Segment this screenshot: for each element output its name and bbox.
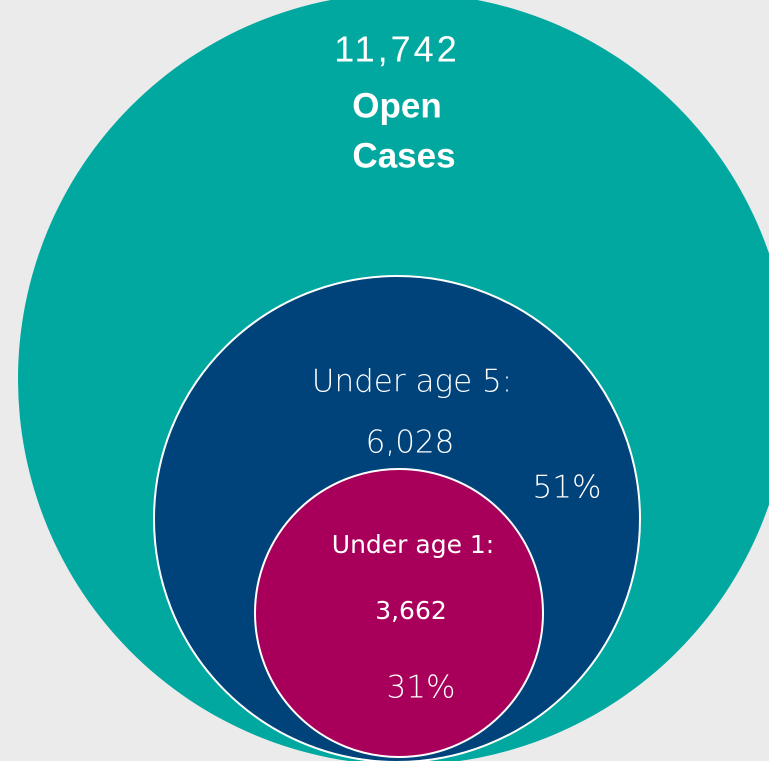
open-cases-label: Open [352,86,441,125]
under-5-share: 51% [533,470,602,506]
under-1-count: 3,662 [375,596,447,625]
open-cases-label: Cases [352,136,455,175]
under-5-count: 6,028 [366,425,455,461]
under-1-circle [254,468,544,758]
under-5-label: Under age 5: [312,364,512,400]
open-cases-count: 11,742 [334,29,459,70]
under-1-label: Under age 1: [332,530,494,559]
under-1-share: 31% [387,670,456,706]
